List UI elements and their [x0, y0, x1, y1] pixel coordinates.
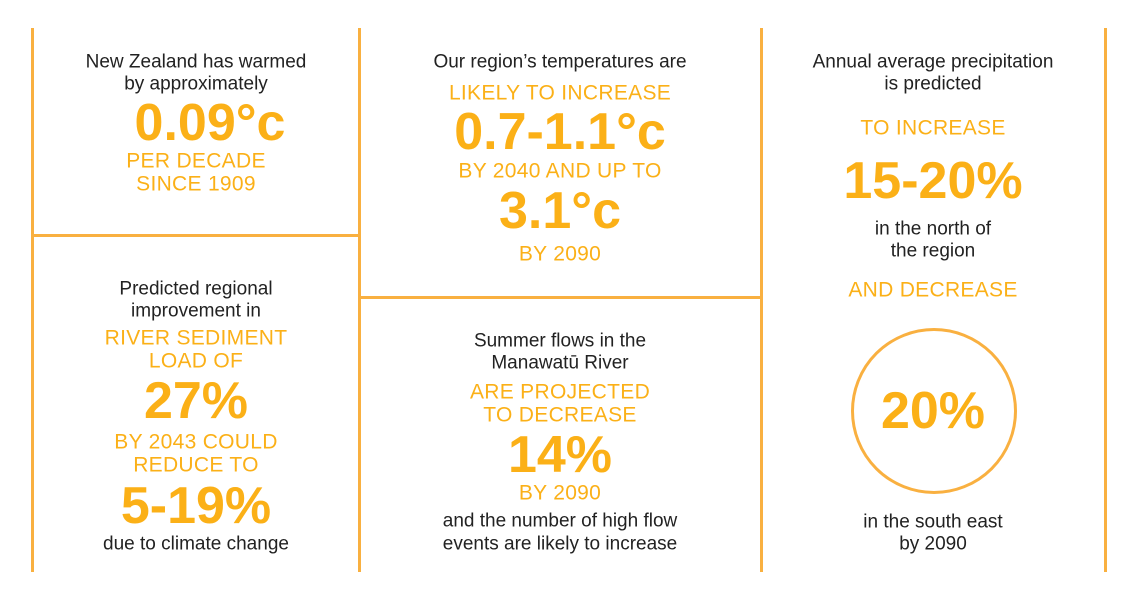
highlight-text: BY 2043 COULD — [114, 430, 278, 454]
outro-text: events are likely to increase — [442, 533, 678, 555]
outro-text: by 2090 — [899, 533, 967, 555]
highlight-text: LOAD OF — [148, 349, 244, 373]
highlight-text: TO DECREASE — [483, 403, 637, 427]
highlight-text: RIVER SEDIMENT — [104, 326, 288, 350]
mid-text: the region — [890, 240, 976, 262]
stat-value: 0.7-1.1°c — [454, 103, 666, 161]
stat-value: 15-20% — [843, 152, 1023, 210]
highlight-text: BY 2090 — [518, 481, 602, 505]
stat-value: 27% — [143, 372, 249, 430]
intro-text: improvement in — [131, 300, 261, 322]
stat-value: 3.1°c — [498, 182, 622, 240]
stat-circle — [851, 328, 1017, 494]
intro-text: Predicted regional — [119, 278, 273, 300]
highlight-text: PER DECADE — [126, 149, 266, 173]
highlight-text: ARE PROJECTED — [469, 380, 651, 404]
intro-text: Summer flows in the — [473, 330, 647, 352]
outro-text: in the south east — [863, 511, 1003, 533]
outro-text: and the number of high flow — [442, 510, 678, 532]
stat-value: 20% — [880, 382, 986, 440]
highlight-text: REDUCE TO — [133, 453, 259, 477]
highlight-text: SINCE 1909 — [136, 172, 256, 196]
mid-text: in the north of — [874, 218, 992, 240]
highlight-text: TO INCREASE — [860, 116, 1006, 140]
intro-text: by approximately — [124, 73, 268, 95]
highlight-text: BY 2090 — [518, 242, 602, 266]
highlight-text: BY 2040 AND UP TO — [458, 159, 662, 183]
intro-text: New Zealand has warmed — [85, 51, 307, 73]
stat-value: 0.09°c — [134, 94, 286, 152]
intro-text: is predicted — [884, 73, 982, 95]
highlight-text: AND DECREASE — [848, 278, 1018, 302]
outro-text: due to climate change — [103, 533, 289, 555]
intro-text: Our region’s temperatures are — [433, 51, 687, 73]
divider-vertical — [31, 28, 34, 572]
divider-horizontal — [358, 296, 763, 299]
divider-vertical — [358, 28, 361, 572]
divider-horizontal — [31, 234, 361, 237]
divider-vertical — [760, 28, 763, 572]
divider-vertical — [1104, 28, 1107, 572]
highlight-text: LIKELY TO INCREASE — [448, 81, 672, 105]
intro-text: Annual average precipitation — [812, 51, 1054, 73]
intro-text: Manawatū River — [491, 352, 629, 374]
stat-value: 5-19% — [120, 477, 272, 535]
stat-value: 14% — [507, 426, 613, 484]
